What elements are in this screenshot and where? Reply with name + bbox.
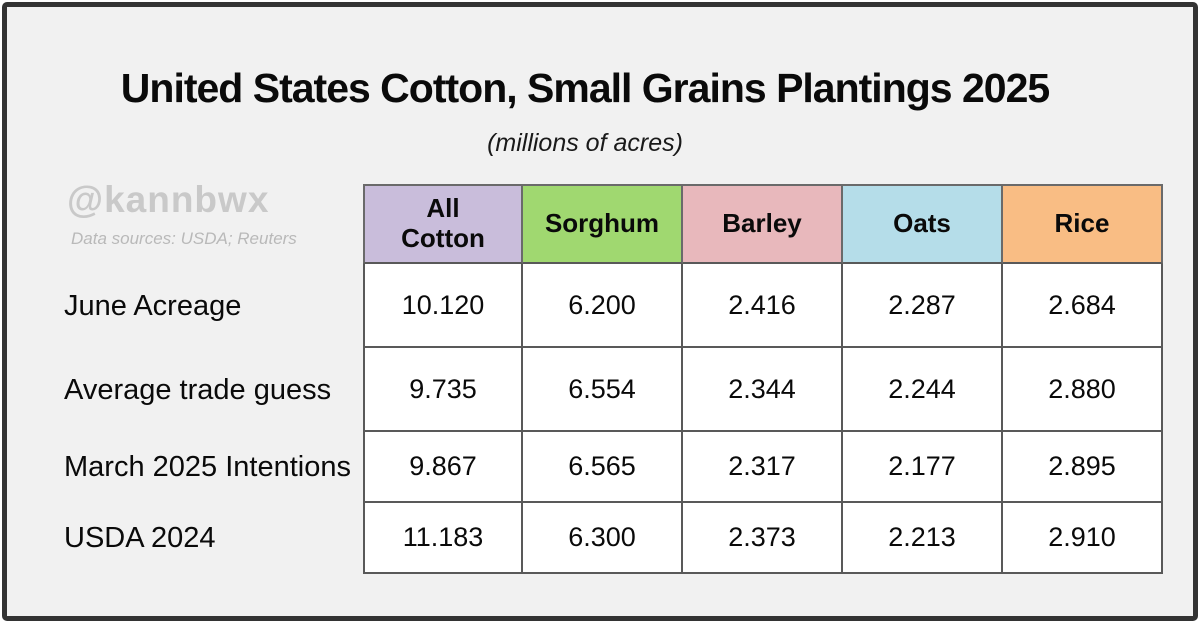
column-header-label: Sorghum — [544, 208, 660, 239]
table-cell: 2.880 — [1003, 348, 1163, 432]
watermark-handle: @kannbwx — [67, 179, 270, 220]
table-cell: 6.554 — [523, 348, 683, 432]
row-label-usda-2024: USDA 2024 — [64, 522, 216, 554]
page-title: United States Cotton, Small Grains Plant… — [120, 65, 1050, 111]
watermark: @kannbwx Data sources: USDA; Reuters — [67, 179, 297, 249]
table-cell: 11.183 — [363, 503, 523, 574]
table-cell: 2.317 — [683, 432, 843, 503]
column-header-label: Barley — [722, 208, 802, 239]
table-corner-spacer — [60, 184, 363, 264]
table-cell: 2.344 — [683, 348, 843, 432]
column-header-label: Rice — [1054, 208, 1110, 239]
table-cell: 2.177 — [843, 432, 1003, 503]
table-cell: 6.565 — [523, 432, 683, 503]
table-cell: 9.735 — [363, 348, 523, 432]
table-cell: 10.120 — [363, 264, 523, 348]
row-label-june-acreage: June Acreage — [64, 289, 242, 322]
page-subtitle: (millions of acres) — [487, 129, 683, 157]
table-cell: 2.910 — [1003, 503, 1163, 574]
plantings-table: All Cotton Sorghum Barley Oats Rice June… — [60, 184, 1163, 574]
table-cell: 6.300 — [523, 503, 683, 574]
column-header-barley: Barley — [683, 184, 843, 264]
table-cell: 2.416 — [683, 264, 843, 348]
column-header-label: All Cotton — [401, 193, 485, 253]
table-cell: 2.244 — [843, 348, 1003, 432]
column-header-rice: Rice — [1003, 184, 1163, 264]
column-header-oats: Oats — [843, 184, 1003, 264]
table-cell: 2.684 — [1003, 264, 1163, 348]
table-cell: 9.867 — [363, 432, 523, 503]
table-cell: 2.287 — [843, 264, 1003, 348]
row-label-average-trade-guess: Average trade guess — [64, 373, 332, 406]
watermark-data-sources: Data sources: USDA; Reuters — [71, 229, 297, 248]
column-header-sorghum: Sorghum — [523, 184, 683, 264]
table-cell: 6.200 — [523, 264, 683, 348]
table-cell: 2.895 — [1003, 432, 1163, 503]
table-cell: 2.213 — [843, 503, 1003, 574]
column-header-all-cotton: All Cotton — [363, 184, 523, 264]
row-label-march-2025-intentions: March 2025 Intentions — [64, 451, 351, 483]
column-header-label: Oats — [893, 208, 951, 239]
table-cell: 2.373 — [683, 503, 843, 574]
